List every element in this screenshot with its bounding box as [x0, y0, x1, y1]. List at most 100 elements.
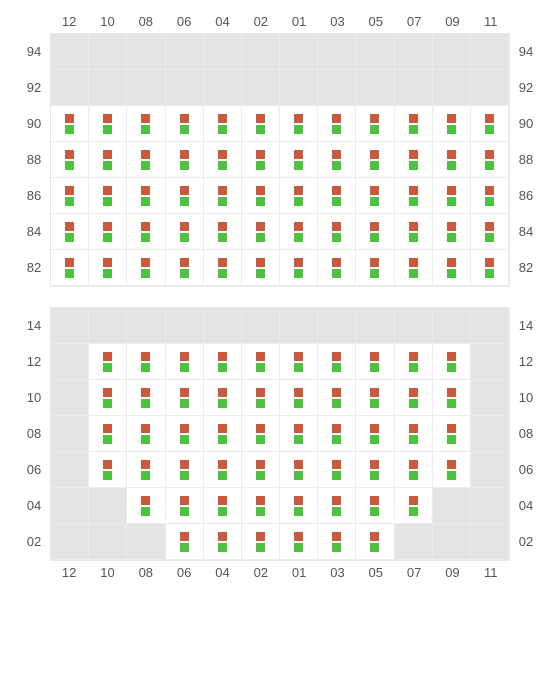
- grid-cell: [51, 70, 89, 106]
- row-header: 02: [512, 523, 540, 559]
- grid-cell: [395, 416, 433, 452]
- status-bottom-icon: [332, 399, 341, 408]
- status-bottom-icon: [180, 507, 189, 516]
- grid-cell: [395, 524, 433, 560]
- grid-cell: [433, 142, 471, 178]
- status-top-icon: [294, 424, 303, 433]
- status-bottom-icon: [332, 363, 341, 372]
- grid-cell: [356, 34, 394, 70]
- status-bottom-icon: [332, 435, 341, 444]
- row-header: 82: [512, 249, 540, 285]
- status-top-icon: [409, 388, 418, 397]
- status-bottom-icon: [256, 125, 265, 134]
- grid-cell: [127, 416, 165, 452]
- status-bottom-icon: [256, 471, 265, 480]
- grid-cell: [318, 142, 356, 178]
- grid-cell: [280, 524, 318, 560]
- status-bottom-icon: [370, 161, 379, 170]
- grid-cell: [89, 452, 127, 488]
- status-bottom-icon: [256, 233, 265, 242]
- grid-cell: [89, 488, 127, 524]
- grid-cell: [395, 488, 433, 524]
- status-bottom-icon: [447, 161, 456, 170]
- status-top-icon: [218, 496, 227, 505]
- col-header: 06: [165, 561, 203, 584]
- status-bottom-icon: [218, 363, 227, 372]
- row-header: 14: [512, 307, 540, 343]
- grid-cell: [89, 344, 127, 380]
- grid-cell: [433, 488, 471, 524]
- grid-cell: [204, 380, 242, 416]
- top-row-labels-left: 94929088868482: [20, 33, 48, 285]
- status-top-icon: [332, 460, 341, 469]
- grid-cell: [356, 524, 394, 560]
- bottom-row-labels-right: 14121008060402: [512, 307, 540, 559]
- status-bottom-icon: [256, 197, 265, 206]
- status-top-icon: [180, 460, 189, 469]
- grid-cell: [280, 452, 318, 488]
- row-header: 04: [20, 487, 48, 523]
- status-bottom-icon: [294, 543, 303, 552]
- status-bottom-icon: [180, 269, 189, 278]
- status-top-icon: [256, 424, 265, 433]
- grid-cell: [127, 142, 165, 178]
- status-bottom-icon: [332, 507, 341, 516]
- grid-cell: [433, 524, 471, 560]
- status-bottom-icon: [332, 197, 341, 206]
- grid-cell: [242, 380, 280, 416]
- row-header: 12: [20, 343, 48, 379]
- status-top-icon: [141, 150, 150, 159]
- grid-cell: [280, 34, 318, 70]
- grid-cell: [127, 488, 165, 524]
- status-top-icon: [141, 186, 150, 195]
- grid-cell: [433, 452, 471, 488]
- status-bottom-icon: [103, 161, 112, 170]
- grid-cell: [127, 308, 165, 344]
- status-bottom-icon: [409, 435, 418, 444]
- grid-cell: [242, 416, 280, 452]
- grid-cell: [204, 452, 242, 488]
- grid-cell: [280, 70, 318, 106]
- grid-cell: [127, 250, 165, 286]
- grid-cell: [51, 452, 89, 488]
- status-bottom-icon: [141, 435, 150, 444]
- status-top-icon: [256, 150, 265, 159]
- status-top-icon: [218, 532, 227, 541]
- status-bottom-icon: [141, 161, 150, 170]
- status-top-icon: [370, 388, 379, 397]
- grid-cell: [89, 380, 127, 416]
- status-bottom-icon: [256, 435, 265, 444]
- grid-cell: [395, 308, 433, 344]
- status-top-icon: [294, 222, 303, 231]
- grid-cell: [204, 344, 242, 380]
- status-bottom-icon: [180, 125, 189, 134]
- status-bottom-icon: [332, 161, 341, 170]
- grid-cell: [280, 178, 318, 214]
- grid-cell: [242, 308, 280, 344]
- top-panel: 121008060402010305070911 94929088868482 …: [20, 10, 540, 287]
- grid-cell: [166, 106, 204, 142]
- status-top-icon: [485, 114, 494, 123]
- status-top-icon: [103, 424, 112, 433]
- status-top-icon: [447, 352, 456, 361]
- grid-cell: [89, 214, 127, 250]
- status-bottom-icon: [447, 233, 456, 242]
- grid-cell: [166, 488, 204, 524]
- status-top-icon: [370, 222, 379, 231]
- status-bottom-icon: [370, 471, 379, 480]
- status-top-icon: [409, 258, 418, 267]
- status-bottom-icon: [370, 507, 379, 516]
- top-col-headers: 121008060402010305070911: [50, 10, 510, 33]
- status-bottom-icon: [409, 269, 418, 278]
- status-bottom-icon: [103, 471, 112, 480]
- grid-cell: [471, 34, 509, 70]
- status-bottom-icon: [485, 161, 494, 170]
- row-header: 84: [512, 213, 540, 249]
- col-header: 01: [280, 10, 318, 33]
- status-bottom-icon: [65, 197, 74, 206]
- status-top-icon: [294, 496, 303, 505]
- col-header: 02: [242, 10, 280, 33]
- grid-cell: [318, 308, 356, 344]
- status-top-icon: [447, 424, 456, 433]
- grid-cell: [356, 452, 394, 488]
